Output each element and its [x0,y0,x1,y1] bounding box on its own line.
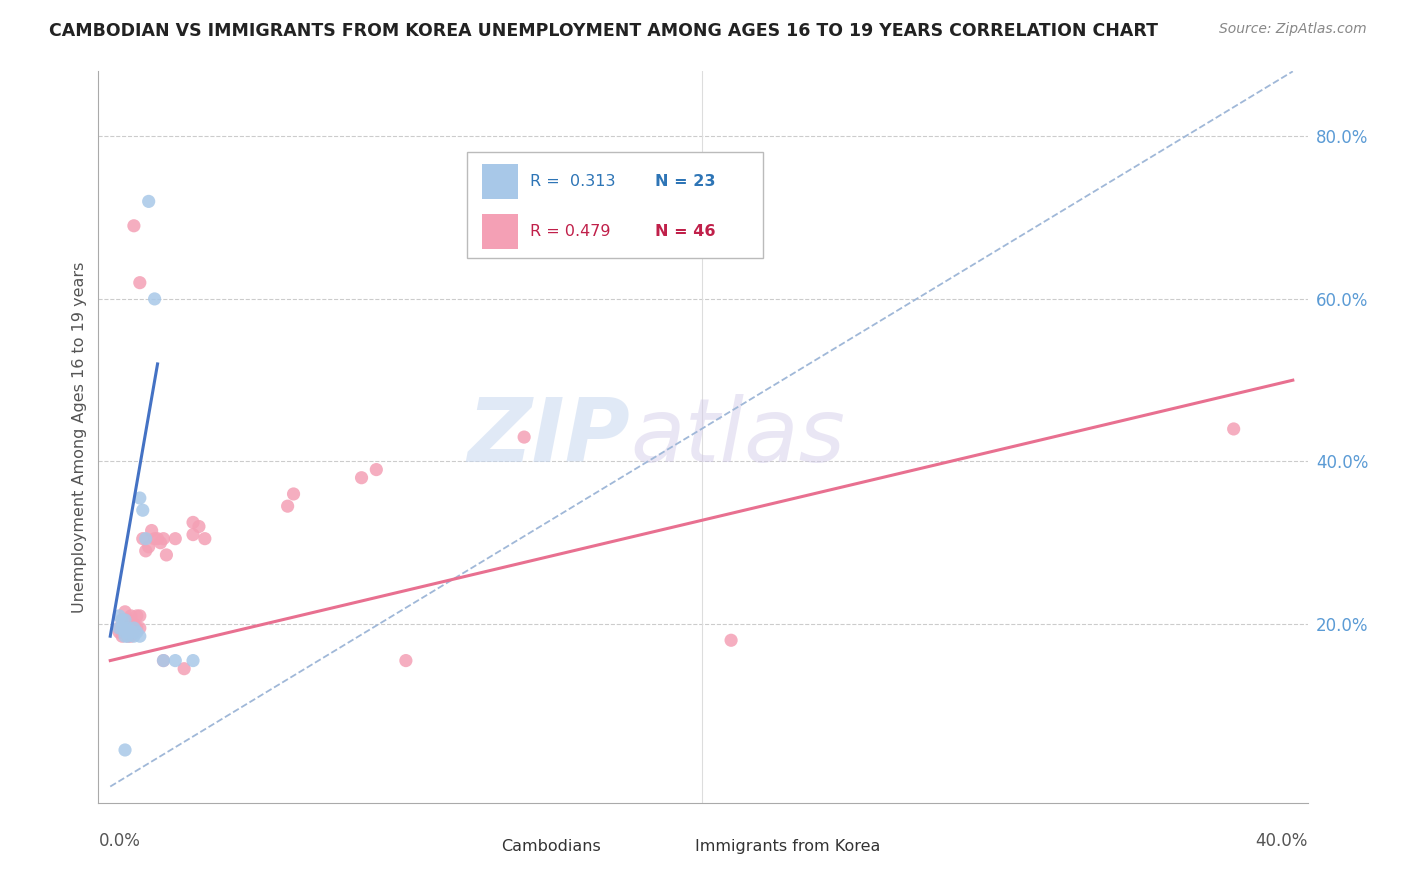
Point [128,621,150,635]
Point [108,625,131,640]
Point [111,629,134,643]
Bar [482,164,517,199]
Point [143,532,166,546]
Point [120,608,142,623]
Point [135,532,157,546]
Text: R =  0.313: R = 0.313 [530,174,616,189]
Point [194,532,217,546]
Point [120,621,142,635]
Text: 0.0%: 0.0% [98,832,141,850]
Text: N = 46: N = 46 [655,224,716,239]
Point [114,625,136,640]
Text: Immigrants from Korea: Immigrants from Korea [695,839,880,855]
Point [146,532,169,546]
Point [141,524,163,538]
Point [114,629,136,643]
Point [181,527,204,541]
Point [128,276,150,290]
Bar [648,834,685,860]
Point [111,613,134,627]
Point [143,292,166,306]
Point [366,462,388,476]
Point [122,621,145,635]
Point [165,654,187,668]
Point [173,662,195,676]
Point [108,621,131,635]
Text: Cambodians: Cambodians [501,839,600,855]
Point [114,613,136,627]
Point [122,629,145,643]
Point [135,544,157,558]
Point [122,617,145,632]
Point [513,430,536,444]
Text: Source: ZipAtlas.com: Source: ZipAtlas.com [1219,22,1367,37]
Point [149,535,172,549]
Point [122,219,145,233]
Point [132,532,155,546]
Point [125,625,148,640]
Point [128,629,150,643]
Bar [482,214,517,249]
Point [114,605,136,619]
Point [111,621,134,635]
Text: 40.0%: 40.0% [1256,832,1308,850]
Point [187,519,209,533]
Point [395,654,418,668]
Point [350,471,373,485]
Point [138,540,160,554]
Point [117,621,139,635]
Point [122,625,145,640]
Point [181,654,204,668]
Text: ZIP: ZIP [468,393,630,481]
Bar [456,834,492,860]
Point [152,654,174,668]
Point [117,629,139,643]
Point [132,503,155,517]
Text: R = 0.479: R = 0.479 [530,224,610,239]
Point [111,613,134,627]
Text: N = 23: N = 23 [655,174,716,189]
Point [114,617,136,632]
Point [165,532,187,546]
Point [128,608,150,623]
Point [128,491,150,505]
Point [114,625,136,640]
Point [117,629,139,643]
Point [108,621,131,635]
Point [720,633,742,648]
Point [125,621,148,635]
Point [114,743,136,757]
Point [138,194,160,209]
Text: atlas: atlas [630,394,845,480]
Point [117,613,139,627]
FancyBboxPatch shape [467,152,763,258]
Point [120,625,142,640]
Y-axis label: Unemployment Among Ages 16 to 19 years: Unemployment Among Ages 16 to 19 years [72,261,87,613]
Text: CAMBODIAN VS IMMIGRANTS FROM KOREA UNEMPLOYMENT AMONG AGES 16 TO 19 YEARS CORREL: CAMBODIAN VS IMMIGRANTS FROM KOREA UNEMP… [49,22,1159,40]
Point [117,621,139,635]
Point [120,629,142,643]
Point [181,516,204,530]
Point [1222,422,1244,436]
Point [152,654,174,668]
Point [283,487,305,501]
Point [111,621,134,635]
Point [125,608,148,623]
Point [155,548,177,562]
Point [152,532,174,546]
Point [108,608,131,623]
Point [277,499,299,513]
